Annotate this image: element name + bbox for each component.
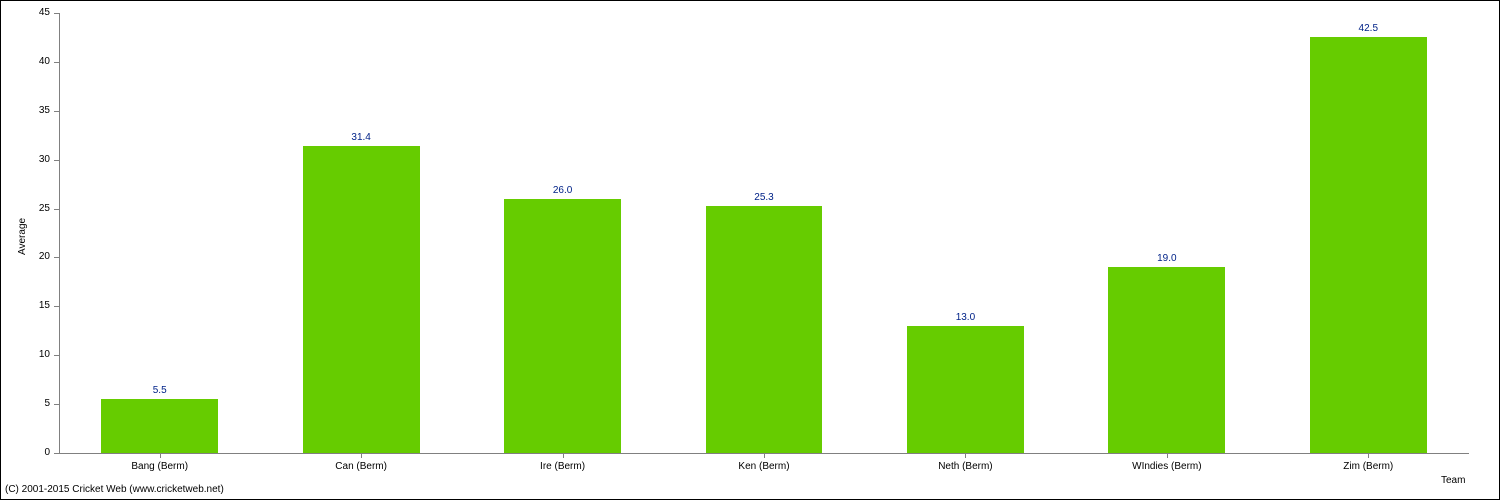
bar-value-label: 19.0: [1117, 253, 1217, 264]
y-tick: [54, 257, 59, 258]
bar-value-label: 13.0: [915, 312, 1015, 323]
y-axis-label: Average: [17, 218, 28, 255]
bar-value-label: 5.5: [110, 385, 210, 396]
bar-value-label: 42.5: [1318, 23, 1418, 34]
footer-copyright: (C) 2001-2015 Cricket Web (www.cricketwe…: [5, 484, 224, 495]
y-tick: [54, 13, 59, 14]
x-tick-label: Can (Berm): [260, 461, 461, 472]
bar: [101, 399, 218, 453]
y-tick: [54, 404, 59, 405]
x-tick: [1368, 453, 1369, 458]
y-tick-label: 20: [1, 251, 50, 262]
y-tick: [54, 62, 59, 63]
x-tick: [160, 453, 161, 458]
y-tick-label: 10: [1, 349, 50, 360]
x-tick-label: WIndies (Berm): [1066, 461, 1267, 472]
x-tick-label: Ire (Berm): [462, 461, 663, 472]
x-tick-label: Zim (Berm): [1268, 461, 1469, 472]
y-tick: [54, 355, 59, 356]
x-axis-label: Team: [1441, 475, 1465, 486]
y-axis-line: [59, 13, 60, 453]
bar-value-label: 31.4: [311, 132, 411, 143]
y-tick-label: 5: [1, 398, 50, 409]
x-tick: [1167, 453, 1168, 458]
bar-value-label: 25.3: [714, 192, 814, 203]
y-tick-label: 15: [1, 300, 50, 311]
bar: [907, 326, 1024, 453]
y-tick-label: 25: [1, 203, 50, 214]
x-tick-label: Ken (Berm): [663, 461, 864, 472]
y-tick: [54, 160, 59, 161]
bar: [706, 206, 823, 453]
y-tick-label: 45: [1, 7, 50, 18]
y-tick-label: 30: [1, 154, 50, 165]
y-tick: [54, 111, 59, 112]
bar: [303, 146, 420, 453]
y-tick: [54, 209, 59, 210]
y-tick-label: 0: [1, 447, 50, 458]
y-tick: [54, 453, 59, 454]
bar: [504, 199, 621, 453]
x-tick-label: Bang (Berm): [59, 461, 260, 472]
y-tick: [54, 306, 59, 307]
x-tick-label: Neth (Berm): [865, 461, 1066, 472]
y-tick-label: 35: [1, 105, 50, 116]
x-tick: [764, 453, 765, 458]
y-tick-label: 40: [1, 56, 50, 67]
x-tick: [563, 453, 564, 458]
chart-frame: Average Team (C) 2001-2015 Cricket Web (…: [0, 0, 1500, 500]
bar-value-label: 26.0: [513, 185, 613, 196]
x-tick: [361, 453, 362, 458]
x-tick: [965, 453, 966, 458]
bar: [1108, 267, 1225, 453]
bar: [1310, 37, 1427, 453]
